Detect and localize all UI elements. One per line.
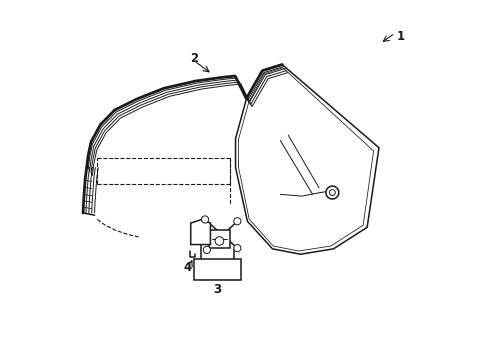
Text: 2: 2 bbox=[190, 51, 198, 64]
Polygon shape bbox=[190, 220, 210, 244]
Text: 4: 4 bbox=[183, 261, 191, 274]
Text: 1: 1 bbox=[396, 30, 404, 43]
Polygon shape bbox=[235, 64, 378, 254]
Circle shape bbox=[329, 190, 335, 195]
Bar bbox=[194, 259, 241, 280]
Circle shape bbox=[233, 218, 241, 225]
Circle shape bbox=[201, 216, 208, 223]
Circle shape bbox=[203, 246, 210, 253]
Text: 3: 3 bbox=[213, 283, 221, 296]
Bar bbox=[208, 230, 230, 248]
Circle shape bbox=[325, 186, 338, 199]
Circle shape bbox=[233, 244, 241, 252]
Circle shape bbox=[215, 237, 223, 245]
